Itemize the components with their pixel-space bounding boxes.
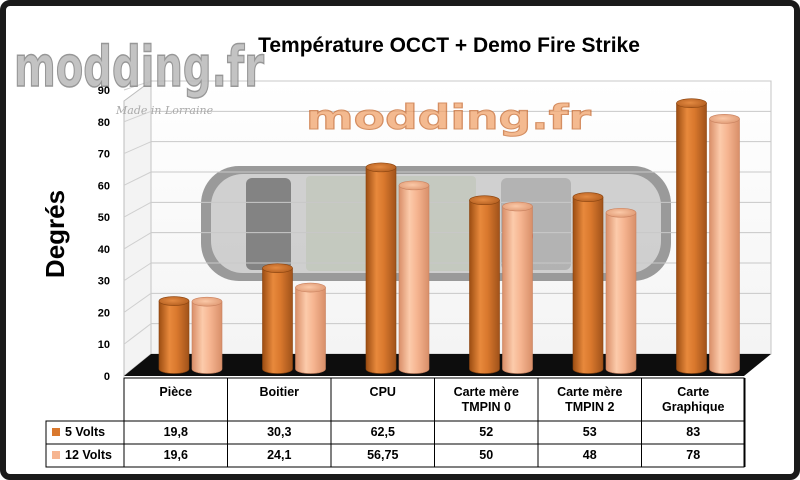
y-tick-label: 0 (104, 371, 110, 383)
side-wall (123, 80, 152, 378)
data-value-label: 62,5 (371, 425, 395, 439)
bar-5v-3 (469, 195, 500, 374)
gridline-side (123, 110, 152, 123)
category-label: CPU (370, 385, 396, 399)
device-background-image (201, 166, 671, 281)
bars (158, 98, 740, 374)
data-value-label: 53 (583, 425, 597, 439)
bar-12v-1 (295, 282, 326, 374)
bar-body (469, 199, 500, 374)
category-label: TMPIN 2 (565, 400, 614, 414)
y-tick-label: 90 (98, 85, 110, 97)
y-tick-label: 30 (98, 276, 110, 288)
category-label: Pièce (159, 385, 192, 399)
bar-body (572, 196, 604, 374)
bar-5v-5 (676, 98, 707, 374)
y-tick-label: 80 (98, 117, 110, 129)
bar-body (709, 118, 740, 374)
gridline-side (123, 171, 152, 186)
category-label: Graphique (662, 400, 725, 414)
gridline-side (123, 323, 152, 345)
bar-body (191, 301, 223, 374)
bar-5v-0 (158, 296, 190, 374)
watermark-text-top-left: modding.fr (14, 35, 264, 100)
bar-5v-4 (572, 192, 604, 374)
watermark-logo-top-left: modding.fr Made in Lorraine (13, 34, 265, 117)
gridline-side (123, 232, 152, 250)
bar-body (676, 102, 707, 374)
bar-top (158, 296, 190, 306)
data-value-label: 24,1 (267, 448, 291, 462)
bar-body (502, 206, 533, 374)
y-tick-label: 20 (98, 307, 110, 319)
y-axis-label: Degrés (40, 190, 70, 278)
gridline-side (123, 292, 152, 313)
watermark-text-center: modding.fr (306, 98, 591, 138)
bar-top (709, 114, 740, 124)
data-value-label: 78 (686, 448, 700, 462)
watermark-logo-center: modding.fr (306, 98, 592, 139)
gridlines (123, 80, 771, 377)
y-tick-label: 40 (98, 244, 110, 256)
legend-label: 12 Volts (65, 448, 112, 462)
category-label: Carte mère (557, 385, 622, 399)
data-value-label: 19,6 (164, 448, 188, 462)
bar-top (262, 263, 293, 273)
bar-12v-4 (605, 207, 637, 374)
bar-top (605, 207, 637, 218)
bar-top (572, 192, 604, 202)
bar-body (158, 300, 190, 374)
bar-12v-3 (502, 201, 533, 374)
y-tick-label: 10 (98, 339, 110, 351)
bar-body (605, 212, 637, 374)
gridline-side (123, 141, 152, 155)
data-value-label: 30,3 (267, 425, 291, 439)
gridline-side (123, 262, 152, 282)
bar-top (398, 180, 430, 191)
bar-body (262, 267, 293, 374)
bar-12v-5 (709, 114, 740, 374)
bar-body (365, 167, 397, 374)
data-value-label: 83 (686, 425, 700, 439)
bar-top (676, 98, 707, 109)
bar-5v-1 (262, 263, 293, 374)
bar-12v-2 (398, 180, 430, 374)
y-tick-label: 60 (98, 180, 110, 192)
bar-12v-0 (191, 296, 223, 374)
bar-5v-2 (365, 162, 397, 374)
y-axis-ticks: 0 10 20 30 40 50 60 70 80 90 (98, 85, 110, 383)
legend-swatch-12v (52, 451, 60, 459)
gridline-side (123, 201, 152, 218)
category-label: Boitier (259, 385, 299, 399)
bar-top (365, 162, 397, 173)
data-value-label: 19,8 (164, 425, 188, 439)
bar-chart: modding.fr Made in Lorraine modding.fr 0… (13, 34, 772, 468)
bar-top (469, 195, 500, 206)
category-label: Carte mère (454, 385, 519, 399)
bar-body (398, 185, 430, 374)
legend-swatch-5v (52, 428, 60, 436)
data-value-label: 50 (479, 448, 493, 462)
watermark-tagline: Made in Lorraine (115, 104, 214, 117)
y-tick-label: 70 (98, 149, 110, 161)
y-tick-label: 50 (98, 212, 110, 224)
data-value-label: 48 (583, 448, 597, 462)
bar-top (295, 282, 326, 293)
bar-top (191, 296, 223, 307)
bar-body (295, 287, 326, 374)
data-value-label: 56,75 (367, 448, 398, 462)
category-label: TMPIN 0 (462, 400, 511, 414)
legend-label: 5 Volts (65, 425, 105, 439)
data-value-label: 52 (479, 425, 493, 439)
gridline-side (123, 80, 152, 91)
category-label: Carte (677, 385, 709, 399)
chart-title: Température OCCT + Demo Fire Strike (258, 34, 640, 57)
bar-top (502, 201, 533, 212)
